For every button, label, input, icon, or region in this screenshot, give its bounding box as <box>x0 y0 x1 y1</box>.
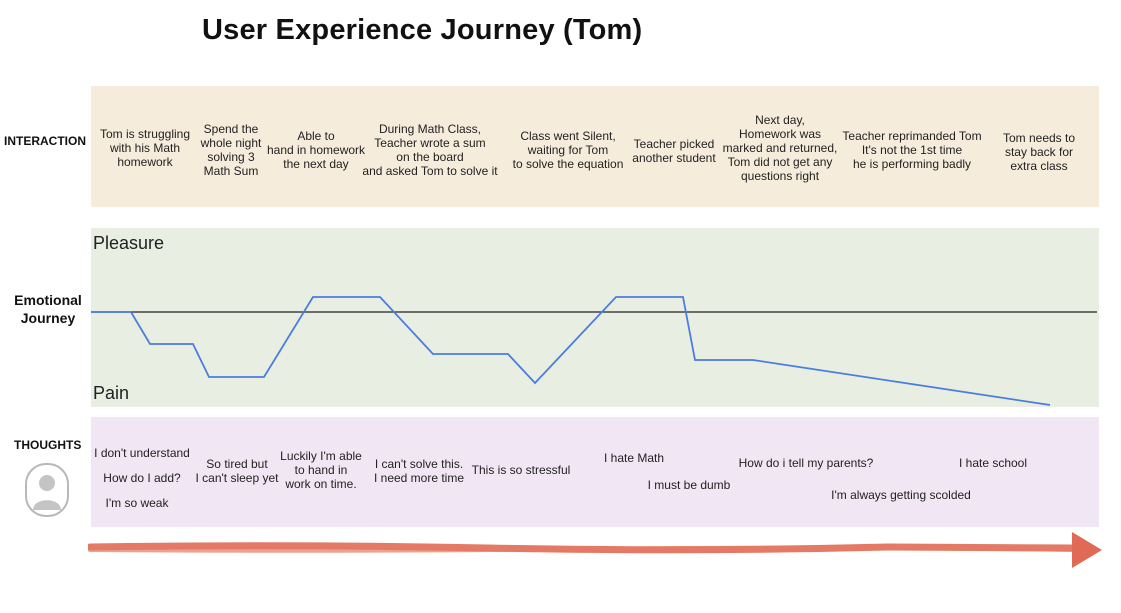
scale-label-pleasure: Pleasure <box>93 233 165 253</box>
row-label-interaction: INTERACTION <box>4 134 86 148</box>
row-label-thoughts: THOUGHTS <box>14 438 82 452</box>
thought-cant-solve: I can't solve this. I need more time <box>373 457 465 485</box>
thought-hate-school: I hate school <box>958 456 1028 470</box>
thought-must-be-dumb: I must be dumb <box>647 478 731 492</box>
thought-dont-understand: I don't understand <box>94 446 190 460</box>
interaction-step-2: Spend the whole night solving 3 Math Sum <box>200 122 262 178</box>
thought-so-weak: I'm so weak <box>105 496 169 510</box>
thought-tell-parents: How do i tell my parents? <box>738 456 874 470</box>
thought-so-tired: So tired but I can't sleep yet <box>195 457 279 485</box>
thought-so-stressful: This is so stressful <box>471 463 571 477</box>
interaction-step-5: Class went Silent, waiting for Tom to so… <box>512 129 624 171</box>
interaction-step-3: Able to hand in homework the next day <box>266 129 366 171</box>
emotion-curve <box>91 296 1051 406</box>
interaction-step-9: Tom needs to stay back for extra class <box>1002 131 1076 173</box>
thoughts-band <box>91 417 1099 527</box>
scale-label-pain: Pain <box>93 383 130 403</box>
thought-luckily-able: Luckily I'm able to hand in work on time… <box>280 449 362 491</box>
interaction-step-7: Next day, Homework was marked and return… <box>722 113 838 183</box>
interaction-step-8: Teacher reprimanded Tom It's not the 1st… <box>842 129 982 171</box>
timeline-arrow-icon <box>88 532 1102 568</box>
interaction-step-4: During Math Class, Teacher wrote a sum o… <box>362 122 498 178</box>
thought-how-do-i-add: How do I add? <box>103 471 181 485</box>
user-avatar-icon <box>25 463 69 517</box>
diagram-title: User Experience Journey (Tom) <box>202 14 643 46</box>
interaction-step-1: Tom is struggling with his Math homework <box>99 127 191 169</box>
row-label-emotional-journey: Emotional Journey <box>14 292 82 326</box>
interaction-step-6: Teacher picked another student <box>632 137 716 165</box>
interaction-band <box>91 86 1099 207</box>
thought-hate-math: I hate Math <box>603 451 665 465</box>
thought-always-scolded: I'm always getting scolded <box>831 488 971 502</box>
